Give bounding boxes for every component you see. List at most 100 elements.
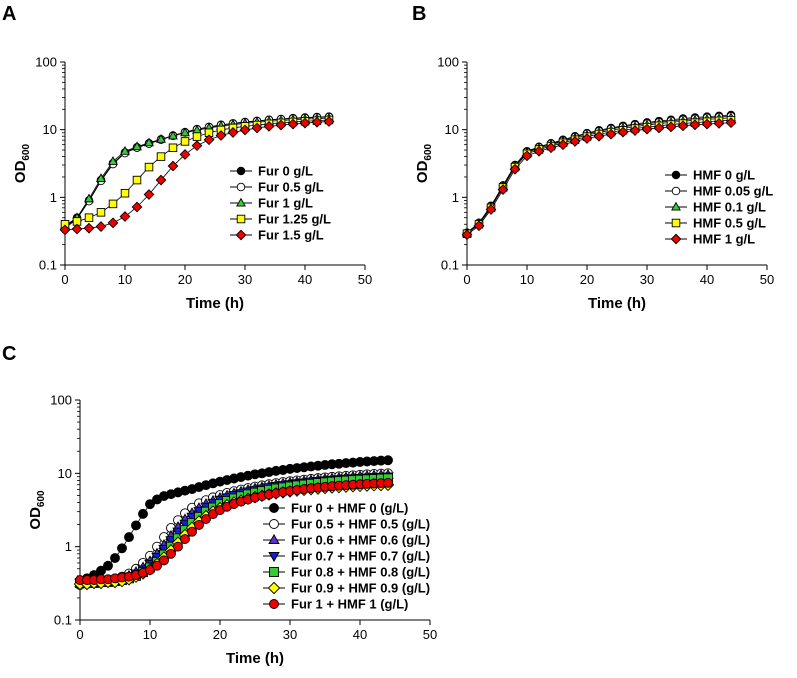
data-point <box>145 499 155 510</box>
x-tick-label: 10 <box>143 627 157 642</box>
data-point <box>187 526 197 537</box>
x-tick-label: 10 <box>118 272 132 287</box>
panel-label-c: C <box>2 343 16 365</box>
legend-label: Fur 1.25 g/L <box>258 212 331 227</box>
data-point <box>581 133 593 144</box>
legend-label: Fur 0 + HMF 0 (g/L) <box>291 501 408 516</box>
x-tick-label: 20 <box>213 627 227 642</box>
data-point <box>103 560 113 571</box>
data-point <box>239 124 251 136</box>
data-point <box>180 137 190 146</box>
x-tick-label: 0 <box>463 272 470 287</box>
data-point <box>641 123 653 135</box>
x-tick-label: 40 <box>298 272 312 287</box>
data-point <box>96 208 106 217</box>
data-point <box>180 127 190 137</box>
y-tick-label: 1 <box>65 539 72 554</box>
legend-label: HMF 0.1 g/L <box>693 200 766 215</box>
data-point <box>166 548 176 559</box>
data-point <box>159 555 169 566</box>
legend-marker <box>236 182 246 192</box>
x-axis-label: Time (h) <box>226 650 284 667</box>
data-point <box>497 184 509 196</box>
legend-marker <box>671 186 681 196</box>
x-tick-label: 20 <box>580 272 594 287</box>
legend-marker <box>236 197 246 207</box>
data-point <box>117 543 127 554</box>
data-point <box>533 145 545 157</box>
legend-marker <box>671 218 681 228</box>
legend-label: Fur 0 g/L <box>258 164 313 179</box>
y-tick-label: 10 <box>43 122 57 137</box>
data-point <box>59 224 71 236</box>
data-point <box>194 519 204 530</box>
data-point <box>168 143 178 153</box>
data-point <box>593 130 605 142</box>
x-tick-label: 0 <box>76 627 83 642</box>
y-tick-label: 0.1 <box>39 258 57 273</box>
legend-marker <box>267 581 281 595</box>
series-7 <box>75 477 393 586</box>
legend-label: HMF 0 g/L <box>693 168 755 183</box>
data-point <box>521 150 533 162</box>
data-point <box>110 553 120 563</box>
legend-label: Fur 1.5 g/L <box>258 228 324 243</box>
data-point <box>144 162 154 172</box>
data-point <box>84 193 94 203</box>
data-point <box>461 229 473 241</box>
data-point <box>263 120 275 132</box>
data-point <box>383 477 393 488</box>
x-tick-label: 50 <box>423 627 437 642</box>
data-point <box>167 160 179 172</box>
data-point <box>156 152 166 161</box>
y-tick-label: 10 <box>58 466 72 481</box>
data-point <box>132 141 142 151</box>
data-point <box>677 120 689 132</box>
data-point <box>605 128 617 140</box>
chart-a: 0 10 20 30 40 50 0.1 1 10 100 Time (h) OD600 Fur 0 g… <box>12 55 372 313</box>
data-point <box>203 134 215 146</box>
data-point <box>152 560 162 571</box>
data-point <box>168 130 178 140</box>
y-axis-label: OD600 <box>27 490 47 530</box>
data-point <box>485 204 497 215</box>
data-point <box>108 199 118 209</box>
y-tick-label: 0.1 <box>54 613 72 628</box>
data-point <box>119 211 131 222</box>
legend-marker <box>269 599 279 609</box>
legend-marker <box>236 214 246 224</box>
legend-label: HMF 1 g/L <box>693 232 755 247</box>
data-point <box>83 222 95 234</box>
data-point <box>144 137 154 147</box>
data-point <box>287 118 299 130</box>
data-point <box>96 173 106 182</box>
legend-marker <box>671 170 681 180</box>
data-point <box>131 520 141 531</box>
data-point <box>701 118 713 130</box>
x-tick-label: 50 <box>358 272 372 287</box>
x-tick-label: 20 <box>178 272 192 287</box>
legend-marker <box>269 567 279 577</box>
data-point <box>557 139 569 151</box>
legend-label: Fur 1 + HMF 1 (g/L) <box>291 597 408 612</box>
series-4 <box>60 115 334 229</box>
x-tick-label: 0 <box>61 272 68 287</box>
legend-label: Fur 0.8 + HMF 0.8 (g/L) <box>291 565 430 580</box>
series-5 <box>59 116 335 236</box>
data-point <box>725 117 737 129</box>
legend-label: Fur 1 g/L <box>258 196 313 211</box>
data-point <box>191 140 203 152</box>
x-axis-label: Time (h) <box>588 295 646 312</box>
data-point <box>132 175 142 185</box>
x-tick-label: 50 <box>760 272 774 287</box>
y-tick-label: 10 <box>445 122 459 137</box>
data-point <box>84 213 94 222</box>
data-point <box>215 130 227 141</box>
data-point <box>155 174 167 186</box>
data-point <box>569 136 581 147</box>
legend-marker <box>268 533 280 545</box>
data-point <box>124 532 134 543</box>
legend-label: Fur 0.7 + HMF 0.7 (g/L) <box>291 549 430 564</box>
data-point <box>179 149 191 160</box>
